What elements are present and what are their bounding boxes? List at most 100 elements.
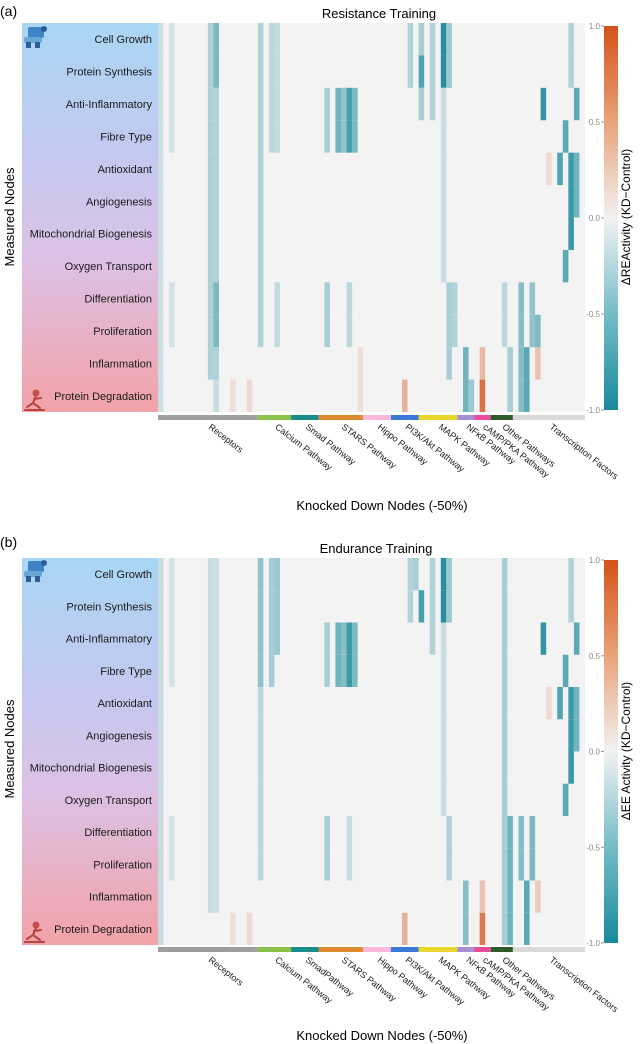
heatmap-cell	[335, 87, 341, 121]
heatmap-cell	[213, 848, 219, 881]
heatmap-cell	[158, 558, 164, 591]
chart-title: Endurance Training	[320, 541, 433, 556]
heatmap-cell	[479, 379, 486, 412]
heatmap-cell	[352, 87, 358, 121]
heatmap-cell	[257, 622, 264, 655]
row-label: Cell Growth	[95, 569, 152, 581]
heatmap-cell	[479, 912, 486, 945]
heatmap-cell	[440, 622, 447, 655]
heatmap-cell	[207, 55, 214, 88]
muscle-growth-icon	[24, 560, 47, 582]
heatmap-cell	[346, 848, 353, 881]
heatmap-cell	[568, 23, 574, 56]
row-labels: Cell Growth Protein Synthesis Anti-Inflamm…	[30, 34, 153, 403]
heatmap-cell	[324, 816, 330, 849]
heatmap-cell	[169, 23, 175, 56]
heatmap-cell	[518, 282, 524, 315]
heatmap-cell	[440, 185, 447, 218]
heatmap-cell	[257, 654, 264, 687]
heatmap-cell	[418, 55, 425, 88]
heatmap-cell	[158, 816, 164, 849]
heatmap-cell	[568, 719, 574, 752]
heatmap-cell	[507, 848, 513, 881]
heatmap-cell	[158, 23, 164, 56]
heatmap-cell	[257, 249, 264, 283]
heatmap-cell	[257, 816, 264, 849]
heatmap-cell	[479, 880, 486, 913]
heatmap-cell	[213, 719, 219, 752]
heatmap-cell	[324, 848, 330, 881]
heatmap-cell	[402, 379, 408, 412]
heatmap-cell	[257, 590, 264, 623]
heatmap-cell	[158, 379, 164, 412]
group-bar	[490, 415, 513, 420]
heatmap-cell	[568, 558, 574, 591]
heatmap-cell	[407, 558, 414, 591]
heatmap-cell	[529, 816, 536, 849]
colorbar	[604, 560, 618, 943]
heatmap-cell	[324, 654, 330, 687]
heatmap-cell	[501, 816, 508, 849]
heatmap-cell	[207, 120, 214, 153]
heatmap-cell	[568, 217, 574, 250]
heatmap-cell	[429, 87, 436, 121]
heatmap-cell	[440, 55, 447, 88]
heatmap-cell	[501, 880, 508, 913]
heatmap-cell	[446, 55, 452, 88]
group-bar	[257, 415, 292, 420]
heatmap-cell	[518, 379, 524, 412]
heatmap-cell	[207, 687, 214, 720]
heatmap-cell	[573, 687, 580, 720]
heatmap-cell	[257, 719, 264, 752]
colorbar-tick-label: 1.0	[589, 556, 601, 565]
heatmap-cell	[169, 314, 175, 348]
heatmap-cell	[501, 687, 508, 720]
colorbar-ticks: 1.0 0.5 0.0 -0.5 -1.0	[586, 22, 604, 415]
heatmap-cell	[418, 23, 425, 56]
group-bar	[257, 947, 292, 952]
heatmap-cell	[158, 912, 164, 945]
heatmap-cell	[451, 282, 458, 315]
heatmap-cell	[341, 622, 347, 655]
heatmap-cell	[207, 282, 214, 315]
heatmap-cell	[213, 217, 219, 250]
colorbar-tick-label: 0.5	[589, 652, 601, 661]
heatmap-cell	[562, 249, 569, 283]
heatmap-cell	[446, 558, 452, 591]
heatmap-cell	[213, 590, 219, 623]
heatmap-cell	[440, 654, 447, 687]
row-label: Cell Growth	[95, 34, 152, 46]
group-bar	[390, 947, 419, 952]
colorbar-tick-label: -1.0	[586, 939, 600, 948]
heatmap-cell	[213, 558, 219, 591]
heatmap-cell	[341, 87, 347, 121]
heatmap-cell	[440, 87, 447, 121]
heatmap-cell	[169, 87, 175, 121]
group-label: Transcription Factors	[548, 422, 621, 482]
heatmap-cell	[468, 379, 475, 412]
panel-resistance-training: (a) Resistance Training Cell Growth Prote…	[0, 3, 633, 513]
group-label: Receptors	[207, 422, 246, 455]
group-bar	[363, 947, 391, 952]
heatmap-cell	[335, 622, 341, 655]
heatmap-cell	[352, 654, 358, 687]
heatmap-cell	[158, 152, 164, 186]
row-label: Protein Degradation	[54, 924, 152, 936]
row-label: Oxygen Transport	[65, 261, 152, 273]
heatmap-cell	[418, 87, 425, 121]
group-bar	[418, 415, 458, 420]
heatmap-cell	[207, 87, 214, 121]
heatmap-cell	[501, 719, 508, 752]
heatmap-cell	[341, 120, 347, 153]
heatmap-cell	[440, 751, 447, 784]
heatmap-cell	[529, 848, 536, 881]
group-bar	[291, 947, 319, 952]
heatmap-cell	[169, 816, 175, 849]
heatmap-cell	[207, 783, 214, 816]
heatmap-cell	[213, 687, 219, 720]
heatmap-cell	[535, 314, 541, 348]
heatmap-cell	[568, 751, 574, 784]
row-labels: Cell Growth Protein Synthesis Anti-Inflamm…	[30, 569, 153, 936]
heatmap-cell	[257, 314, 264, 348]
heatmap-cell	[540, 622, 547, 655]
